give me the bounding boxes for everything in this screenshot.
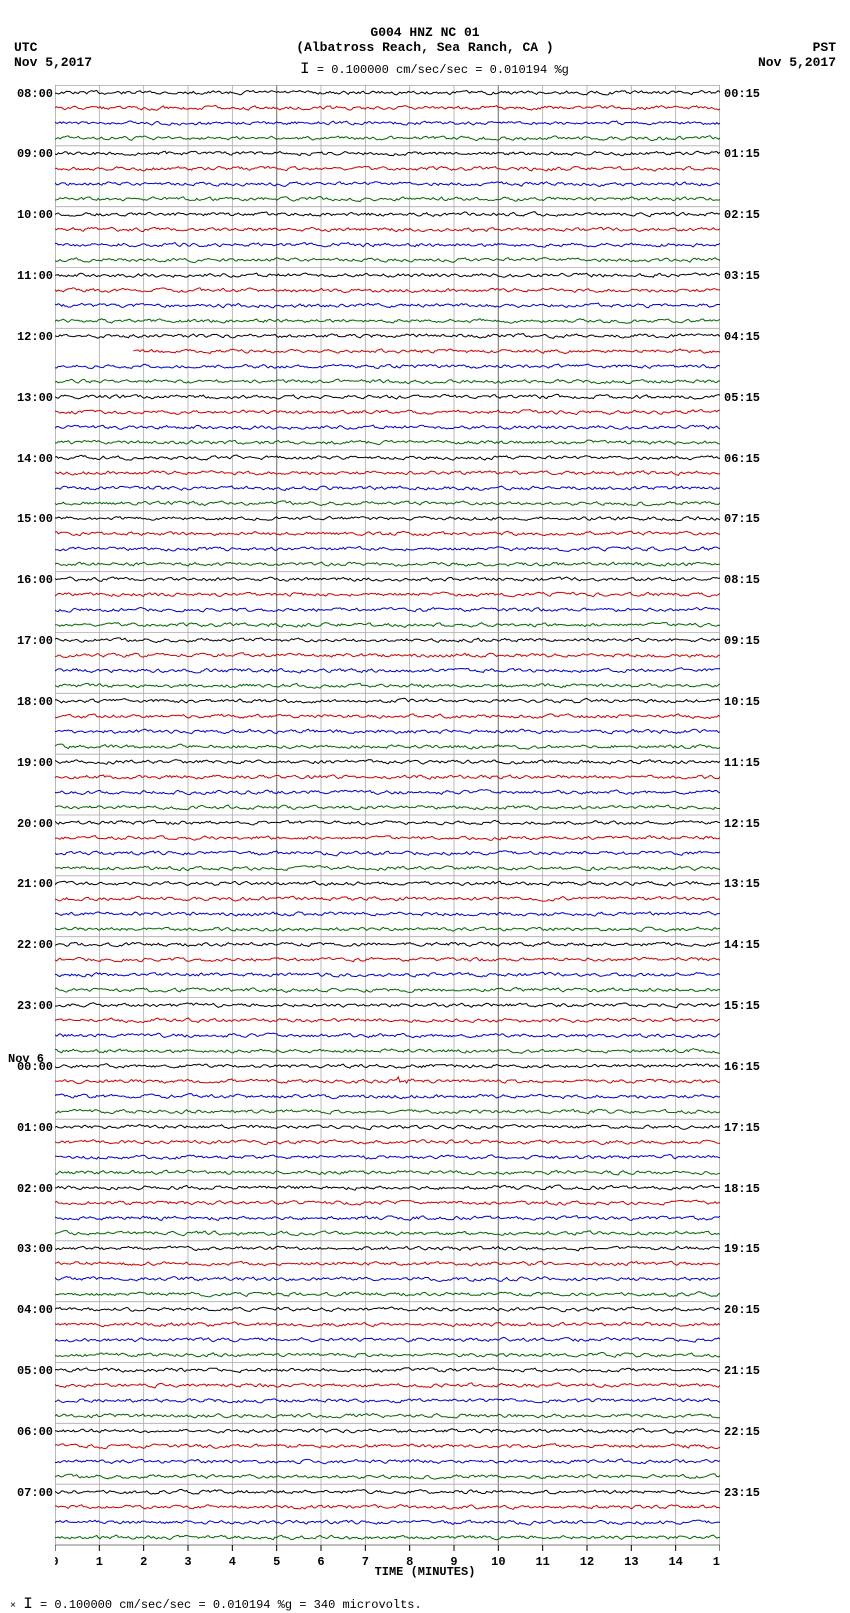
tz-right: PST xyxy=(813,40,836,55)
right-time-label: 16:15 xyxy=(724,1060,760,1074)
left-time-label: 14:00 xyxy=(13,452,53,466)
left-time-label: 19:00 xyxy=(13,756,53,770)
left-time-label: 05:00 xyxy=(13,1364,53,1378)
left-time-label: 17:00 xyxy=(13,634,53,648)
left-time-label: 00:00 xyxy=(13,1060,53,1074)
left-time-label: 02:00 xyxy=(13,1182,53,1196)
right-time-label: 19:15 xyxy=(724,1242,760,1256)
right-time-label: 04:15 xyxy=(724,330,760,344)
right-time-label: 22:15 xyxy=(724,1425,760,1439)
station-location: (Albatross Reach, Sea Ranch, CA ) xyxy=(0,40,850,55)
right-time-label: 05:15 xyxy=(724,391,760,405)
date-right: Nov 5,2017 xyxy=(758,55,836,70)
left-time-label: 03:00 xyxy=(13,1242,53,1256)
right-time-label: 21:15 xyxy=(724,1364,760,1378)
right-time-label: 09:15 xyxy=(724,634,760,648)
left-time-label: 08:00 xyxy=(13,87,53,101)
left-time-label: 16:00 xyxy=(13,573,53,587)
left-time-label: 11:00 xyxy=(13,269,53,283)
right-time-label: 12:15 xyxy=(724,817,760,831)
right-time-label: 00:15 xyxy=(724,87,760,101)
tz-left: UTC xyxy=(14,40,37,55)
right-time-label: 01:15 xyxy=(724,147,760,161)
right-time-label: 06:15 xyxy=(724,452,760,466)
right-time-label: 10:15 xyxy=(724,695,760,709)
right-time-label: 03:15 xyxy=(724,269,760,283)
left-time-label: 12:00 xyxy=(13,330,53,344)
right-time-label: 14:15 xyxy=(724,938,760,952)
seismogram-plot: 0123456789101112131415 xyxy=(55,85,720,1585)
left-time-label: 04:00 xyxy=(13,1303,53,1317)
right-time-label: 13:15 xyxy=(724,877,760,891)
station-id: G004 HNZ NC 01 xyxy=(0,25,850,40)
left-time-label: 01:00 xyxy=(13,1121,53,1135)
left-time-label: 23:00 xyxy=(13,999,53,1013)
right-time-label: 18:15 xyxy=(724,1182,760,1196)
right-time-label: 20:15 xyxy=(724,1303,760,1317)
header-scale: I = 0.100000 cm/sec/sec = 0.010194 %g xyxy=(300,60,569,78)
left-time-label: 13:00 xyxy=(13,391,53,405)
left-time-label: 15:00 xyxy=(13,512,53,526)
right-time-label: 17:15 xyxy=(724,1121,760,1135)
footer-scale: × I = 0.100000 cm/sec/sec = 0.010194 %g … xyxy=(10,1595,422,1613)
x-axis-label: TIME (MINUTES) xyxy=(0,1565,850,1579)
left-time-label: 06:00 xyxy=(13,1425,53,1439)
left-time-label: 21:00 xyxy=(13,877,53,891)
left-time-label: 07:00 xyxy=(13,1486,53,1500)
left-time-label: 09:00 xyxy=(13,147,53,161)
left-time-label: 18:00 xyxy=(13,695,53,709)
right-time-label: 08:15 xyxy=(724,573,760,587)
right-time-label: 02:15 xyxy=(724,208,760,222)
seismogram-container: G004 HNZ NC 01 (Albatross Reach, Sea Ran… xyxy=(0,0,850,1613)
left-time-label: 20:00 xyxy=(13,817,53,831)
right-time-label: 15:15 xyxy=(724,999,760,1013)
right-time-label: 23:15 xyxy=(724,1486,760,1500)
right-time-label: 07:15 xyxy=(724,512,760,526)
left-time-label: 10:00 xyxy=(13,208,53,222)
left-time-label: 22:00 xyxy=(13,938,53,952)
right-time-label: 11:15 xyxy=(724,756,760,770)
date-left: Nov 5,2017 xyxy=(14,55,92,70)
